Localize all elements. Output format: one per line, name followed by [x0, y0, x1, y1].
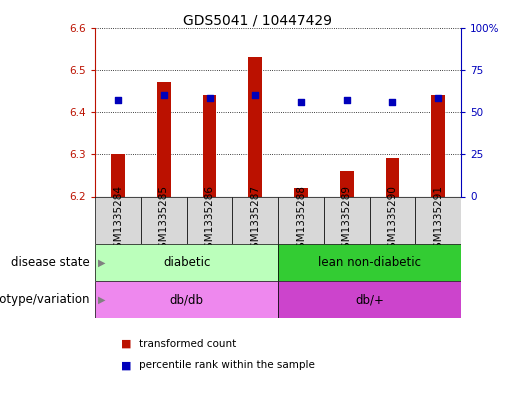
Text: lean non-diabetic: lean non-diabetic: [318, 256, 421, 269]
Bar: [141, 196, 186, 244]
Bar: [415, 196, 461, 244]
Text: disease state: disease state: [11, 256, 90, 269]
Text: GSM1335289: GSM1335289: [341, 185, 352, 255]
Bar: [386, 158, 399, 196]
Text: GSM1335288: GSM1335288: [296, 185, 306, 255]
Text: ■: ■: [121, 339, 131, 349]
Text: GDS5041 / 10447429: GDS5041 / 10447429: [183, 14, 332, 28]
Point: [160, 92, 168, 98]
Text: percentile rank within the sample: percentile rank within the sample: [139, 360, 315, 371]
Text: db/db: db/db: [169, 293, 204, 306]
Text: ▶: ▶: [98, 257, 106, 267]
Bar: [324, 196, 369, 244]
Bar: [278, 244, 461, 281]
Text: ■: ■: [121, 360, 131, 371]
Bar: [157, 83, 170, 196]
Bar: [248, 57, 262, 196]
Text: GSM1335284: GSM1335284: [113, 185, 123, 255]
Text: GSM1335285: GSM1335285: [159, 185, 169, 255]
Bar: [294, 188, 308, 196]
Text: GSM1335290: GSM1335290: [387, 185, 398, 255]
Bar: [186, 196, 232, 244]
Point: [251, 92, 260, 98]
Point: [297, 99, 305, 105]
Bar: [278, 196, 324, 244]
Bar: [111, 154, 125, 196]
Bar: [278, 281, 461, 318]
Text: transformed count: transformed count: [139, 339, 236, 349]
Bar: [95, 196, 141, 244]
Point: [114, 97, 122, 103]
Text: GSM1335286: GSM1335286: [204, 185, 215, 255]
Bar: [95, 281, 278, 318]
Bar: [95, 244, 278, 281]
Point: [205, 95, 214, 102]
Text: db/+: db/+: [355, 293, 384, 306]
Bar: [232, 196, 278, 244]
Bar: [369, 196, 415, 244]
Text: diabetic: diabetic: [163, 256, 210, 269]
Text: GSM1335287: GSM1335287: [250, 185, 260, 255]
Point: [388, 99, 397, 105]
Text: ▶: ▶: [98, 295, 106, 305]
Bar: [340, 171, 353, 196]
Text: genotype/variation: genotype/variation: [0, 293, 90, 306]
Point: [342, 97, 351, 103]
Bar: [203, 95, 216, 196]
Bar: [431, 95, 445, 196]
Point: [434, 95, 442, 102]
Text: GSM1335291: GSM1335291: [433, 185, 443, 255]
